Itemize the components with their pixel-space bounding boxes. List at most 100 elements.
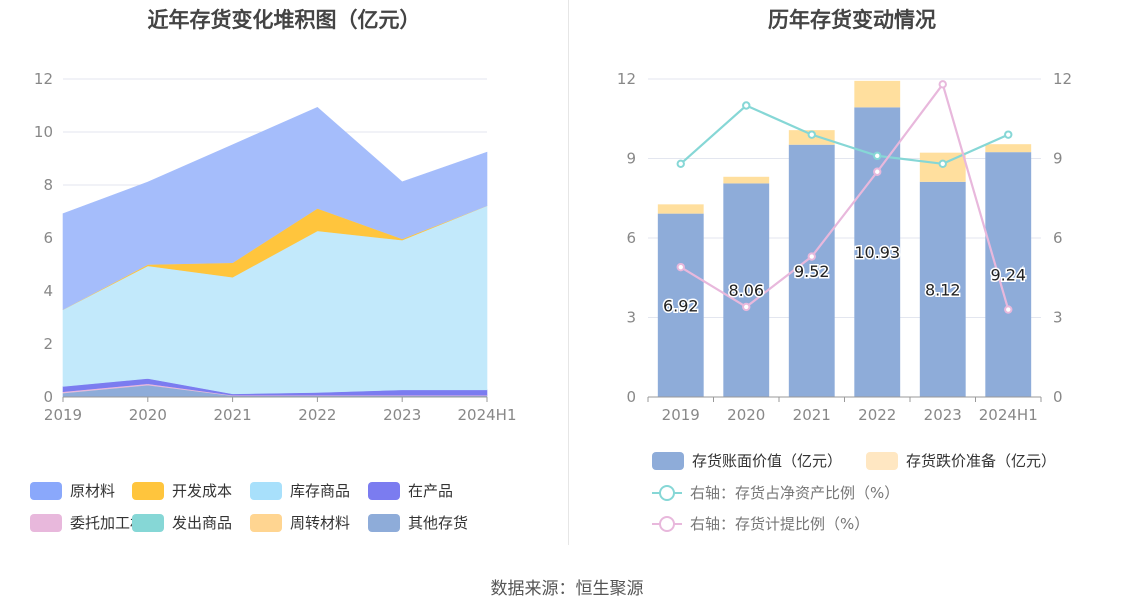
y-right-tick-label: 9 (1053, 150, 1063, 168)
legend-label: 周转材料 (290, 514, 351, 532)
line-point-2019 (676, 159, 685, 169)
legend-label: 开发成本 (172, 482, 233, 500)
legend-label: 其他存货 (408, 514, 469, 532)
bar-value-label: 9.24 (990, 266, 1026, 285)
stacked-area-chart: 0 2 4 6 8 10 12 2019 2020 2021 2022 2023 2024H1 (34, 70, 517, 424)
legend-swatch (250, 481, 282, 500)
y-left-tick-label: 9 (626, 150, 636, 168)
legend-item[interactable]: 周转材料 (250, 512, 350, 533)
legend-item[interactable]: 库存商品 (250, 480, 350, 501)
x-tick-label: 2020 (129, 406, 167, 424)
legend-item[interactable]: 其他存货 (368, 512, 468, 533)
x-tick-label: 2022 (858, 406, 896, 424)
bar-存货账面价值（亿元）-2019 (657, 213, 704, 397)
line-point-2020 (742, 302, 751, 312)
x-tick-label: 2019 (662, 406, 700, 424)
y-tick-label: 6 (43, 229, 53, 247)
legend-swatch (132, 481, 164, 500)
bar-value-label: 8.06 (728, 281, 764, 300)
line-point-2019 (676, 262, 685, 272)
line-point-2021 (807, 130, 816, 139)
legend-swatch (866, 451, 898, 470)
right-chart-title: 历年存货变动情况 (768, 8, 936, 32)
data-source-note: 数据来源：恒生聚源 (490, 579, 644, 599)
bar-存货账面价值（亿元）-2020 (723, 183, 770, 397)
line-point-2021 (807, 252, 816, 261)
legend-item[interactable]: 发出商品 (132, 512, 232, 533)
bar-value-label: 8.12 (925, 280, 961, 299)
legend-swatch (652, 451, 684, 470)
bar-存货账面价值（亿元）-2024H1 (985, 152, 1032, 397)
y-tick-label: 0 (43, 388, 53, 406)
line-右轴：存货占净资产比例（%） (680, 104, 1009, 165)
y-right-tick-label: 3 (1053, 309, 1063, 327)
y-left-tick-label: 6 (626, 229, 636, 247)
legend-item[interactable]: 右轴：存货计提比例（%） (652, 513, 869, 534)
legend-label: 存货账面价值（亿元） (692, 452, 843, 470)
bar-value-label: 6.92 (663, 296, 699, 315)
x-tick-label: 2019 (44, 406, 82, 424)
legend-item[interactable]: 开发成本 (132, 480, 232, 501)
bar-存货跌价准备（亿元）-2020 (723, 176, 770, 184)
y-left-tick-label: 3 (626, 309, 636, 327)
bar-存货账面价值（亿元）-2023 (919, 181, 966, 397)
line-point-2023 (938, 80, 947, 89)
legend-swatch (250, 513, 282, 532)
legend-item[interactable]: 在产品 (368, 480, 453, 501)
y-left-tick-label: 0 (626, 388, 636, 406)
line-point-2024H1 (1004, 305, 1013, 314)
y-left-tick-label: 12 (617, 70, 636, 88)
y-tick-label: 12 (34, 70, 53, 88)
bar-value-label: 9.52 (794, 262, 830, 281)
legend-item[interactable]: 存货账面价值（亿元） (652, 450, 842, 471)
area-series-原材料 (62, 107, 488, 311)
x-tick-label: 2024H1 (979, 406, 1038, 424)
y-right-tick-label: 0 (1053, 388, 1063, 406)
legend-label: 库存商品 (290, 482, 351, 500)
legend-label: 存货跌价准备（亿元） (906, 452, 1057, 470)
legend-swatch (132, 513, 164, 532)
line-point-2020 (742, 101, 751, 110)
bar-存货账面价值（亿元）-2021 (788, 144, 835, 397)
x-tick-label: 2023 (924, 406, 962, 424)
bar-存货跌价准备（亿元）-2019 (657, 204, 704, 214)
legend-label: 右轴：存货占净资产比例（%） (690, 484, 900, 502)
y-right-tick-label: 6 (1053, 229, 1063, 247)
x-tick-label: 2021 (214, 406, 252, 424)
left-chart-title: 近年存货变化堆积图（亿元） (147, 8, 421, 32)
legend-line-marker (652, 515, 682, 533)
y-tick-label: 8 (43, 176, 53, 194)
bar-line-chart: 0 3 6 9 12 0 3 6 9 12 2019 2020 2021 2022 2023 2024H1 6.… (617, 70, 1072, 424)
line-point-2022 (873, 151, 882, 161)
legend-swatch (368, 513, 400, 532)
y-tick-label: 2 (43, 335, 53, 353)
legend-item[interactable]: 右轴：存货占净资产比例（%） (652, 482, 899, 503)
legend-swatch (368, 481, 400, 500)
legend-label: 发出商品 (172, 514, 233, 532)
legend-item[interactable]: 原材料 (30, 480, 115, 501)
panel-divider (568, 0, 569, 545)
bar-value-label: 10.93 (854, 243, 900, 262)
legend-label: 右轴：存货计提比例（%） (690, 515, 870, 533)
stacked-area-chart-panel: 近年存货变化堆积图（亿元） 0 2 4 6 8 10 12 2019 2020 2021 2022 2… (0, 0, 568, 545)
x-tick-label: 2020 (727, 406, 765, 424)
y-tick-label: 10 (34, 123, 53, 141)
line-point-2023 (938, 159, 947, 169)
legend-swatch (30, 513, 62, 532)
x-tick-label: 2023 (383, 406, 421, 424)
line-point-2024H1 (1004, 130, 1013, 139)
line-point-2022 (873, 167, 882, 176)
y-tick-label: 4 (43, 282, 53, 300)
x-tick-label: 2022 (298, 406, 336, 424)
legend-line-marker (652, 484, 682, 502)
legend-label: 原材料 (70, 482, 116, 500)
line-右轴：存货计提比例（%） (680, 81, 1010, 310)
x-tick-label: 2024H1 (458, 406, 517, 424)
bar-存货跌价准备（亿元）-2022 (854, 80, 901, 108)
legend-label: 在产品 (408, 482, 454, 500)
bar-存货跌价准备（亿元）-2024H1 (985, 144, 1032, 153)
y-right-tick-label: 12 (1053, 70, 1072, 88)
legend-swatch (30, 481, 62, 500)
legend-item[interactable]: 存货跌价准备（亿元） (866, 450, 1056, 471)
bar-line-chart-panel: 历年存货变动情况 0 3 6 9 12 0 3 6 9 12 2019 2020 2021 2022 202… (570, 0, 1134, 545)
